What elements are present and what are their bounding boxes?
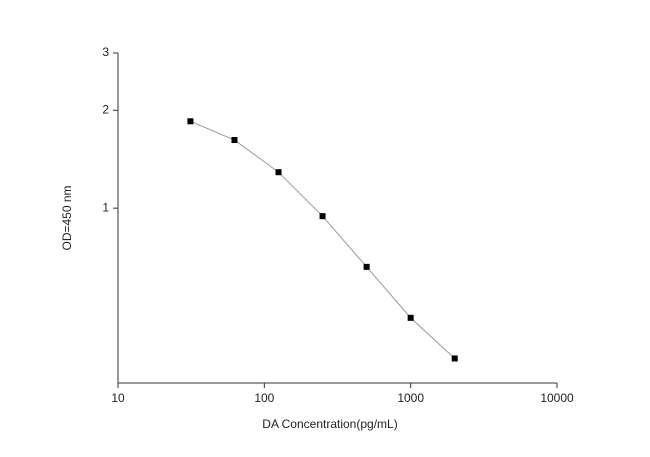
data-point [363, 263, 370, 270]
x-tick-label: 10 [111, 391, 125, 405]
x-tick-label: 100 [254, 391, 274, 405]
data-point [407, 314, 414, 321]
data-point [231, 137, 238, 144]
data-point [451, 355, 458, 362]
data-point [319, 213, 326, 220]
y-tick-label: 1 [102, 200, 109, 214]
y-tick-label: 2 [102, 102, 109, 116]
y-tick-label: 3 [102, 45, 109, 59]
x-tick-label: 1000 [397, 391, 424, 405]
series-line [190, 120, 456, 359]
x-tick-label: 10000 [540, 391, 574, 405]
x-axis-label: DA Concentration(pg/mL) [262, 417, 397, 431]
y-axis-label: OD=450 nm [60, 185, 74, 250]
data-point [275, 169, 282, 176]
data-point [187, 118, 194, 125]
